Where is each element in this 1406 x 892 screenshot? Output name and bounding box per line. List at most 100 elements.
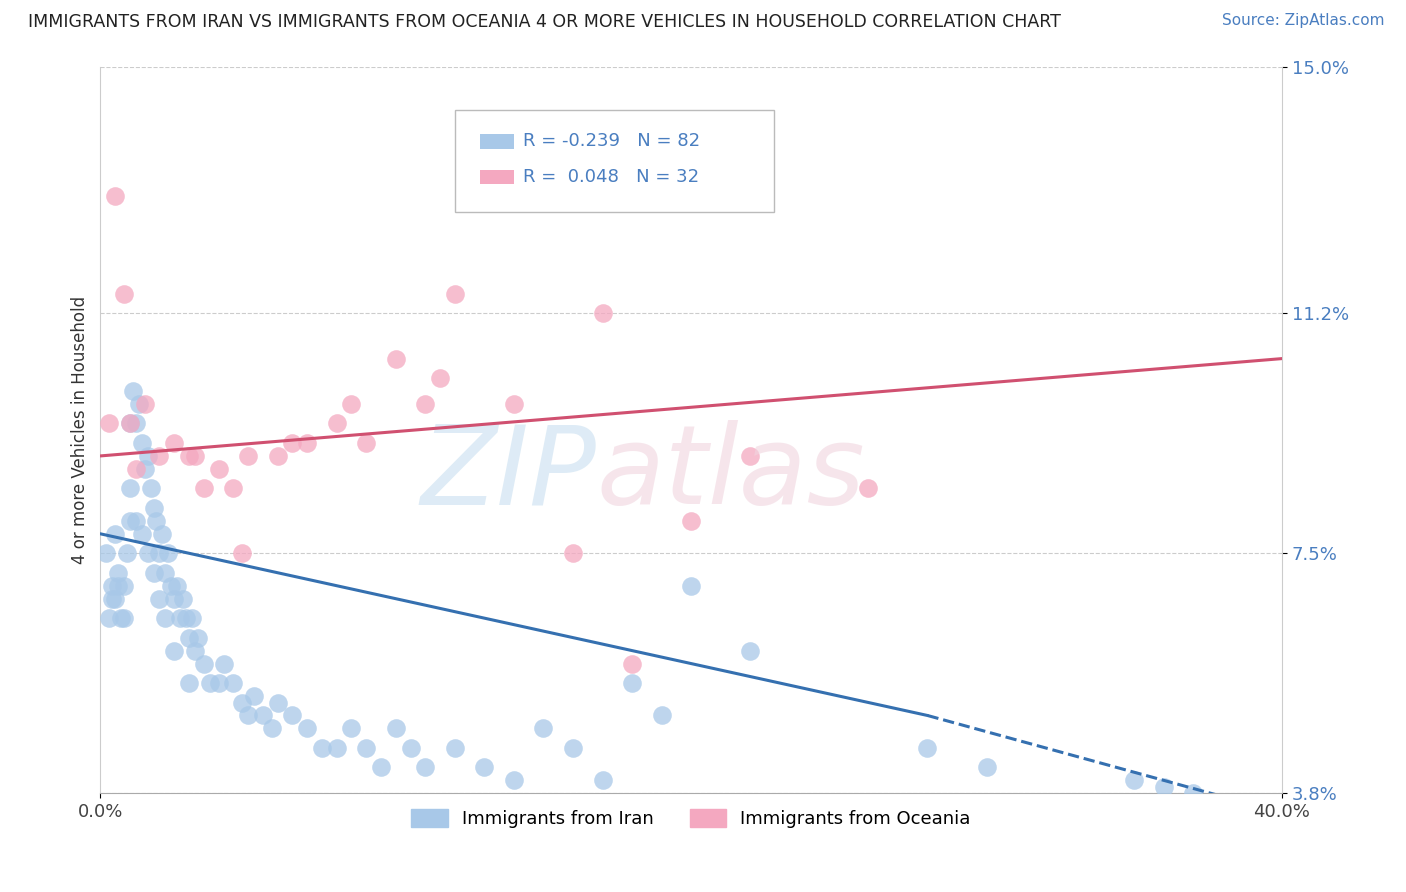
Point — [231, 546, 253, 560]
Point — [125, 514, 148, 528]
Point — [340, 397, 363, 411]
Point — [160, 579, 183, 593]
Point — [429, 371, 451, 385]
Point — [134, 462, 156, 476]
Point — [172, 591, 194, 606]
Point — [443, 286, 465, 301]
Point — [169, 611, 191, 625]
Point — [325, 417, 347, 431]
FancyBboxPatch shape — [454, 111, 773, 212]
Point — [503, 773, 526, 788]
Point — [207, 676, 229, 690]
Point — [976, 760, 998, 774]
Point — [148, 546, 170, 560]
Point — [104, 526, 127, 541]
Point — [118, 482, 141, 496]
Point — [193, 657, 215, 671]
Legend: Immigrants from Iran, Immigrants from Oceania: Immigrants from Iran, Immigrants from Oc… — [405, 801, 979, 835]
Point — [681, 579, 703, 593]
Point — [104, 591, 127, 606]
Point — [148, 449, 170, 463]
Point — [266, 449, 288, 463]
Point — [858, 482, 880, 496]
Point — [399, 740, 422, 755]
Point — [1182, 786, 1205, 800]
FancyBboxPatch shape — [479, 169, 515, 185]
Point — [193, 482, 215, 496]
Point — [107, 566, 129, 580]
Point — [112, 579, 135, 593]
Point — [101, 579, 124, 593]
Text: atlas: atlas — [596, 420, 865, 527]
Text: Source: ZipAtlas.com: Source: ZipAtlas.com — [1222, 13, 1385, 29]
Point — [107, 579, 129, 593]
Point — [118, 417, 141, 431]
Point — [222, 676, 245, 690]
Point — [142, 500, 165, 515]
Point — [562, 546, 585, 560]
Point — [917, 740, 939, 755]
Point — [166, 579, 188, 593]
Point — [184, 643, 207, 657]
Point — [384, 351, 406, 366]
Point — [222, 482, 245, 496]
Point — [681, 514, 703, 528]
Point — [177, 676, 200, 690]
Point — [1153, 780, 1175, 794]
Point — [184, 449, 207, 463]
Point — [281, 436, 304, 450]
Point — [231, 696, 253, 710]
Point — [177, 449, 200, 463]
Point — [236, 449, 259, 463]
Point — [136, 449, 159, 463]
Point — [98, 611, 121, 625]
Point — [260, 722, 283, 736]
Point — [592, 306, 614, 320]
Point — [354, 740, 377, 755]
Point — [325, 740, 347, 755]
Point — [118, 417, 141, 431]
Point — [148, 591, 170, 606]
Point — [112, 286, 135, 301]
Point — [163, 643, 186, 657]
Point — [503, 397, 526, 411]
Point — [177, 631, 200, 645]
Point — [101, 591, 124, 606]
Point — [131, 436, 153, 450]
Point — [533, 722, 555, 736]
Point — [562, 740, 585, 755]
Point — [136, 546, 159, 560]
Text: R = -0.239   N = 82: R = -0.239 N = 82 — [523, 132, 700, 151]
FancyBboxPatch shape — [479, 134, 515, 149]
Point — [281, 708, 304, 723]
Point — [174, 611, 197, 625]
Point — [740, 449, 762, 463]
Point — [236, 708, 259, 723]
Point — [155, 611, 177, 625]
Point — [340, 722, 363, 736]
Text: R =  0.048   N = 32: R = 0.048 N = 32 — [523, 168, 700, 186]
Point — [311, 740, 333, 755]
Point — [621, 657, 644, 671]
Point — [740, 643, 762, 657]
Point — [198, 676, 221, 690]
Point — [142, 566, 165, 580]
Point — [651, 708, 673, 723]
Point — [384, 722, 406, 736]
Point — [243, 689, 266, 703]
Point — [354, 436, 377, 450]
Point — [131, 526, 153, 541]
Point — [214, 657, 236, 671]
Point — [163, 591, 186, 606]
Point — [134, 397, 156, 411]
Point — [266, 696, 288, 710]
Point — [112, 611, 135, 625]
Point — [155, 566, 177, 580]
Point — [115, 546, 138, 560]
Y-axis label: 4 or more Vehicles in Household: 4 or more Vehicles in Household — [72, 296, 89, 564]
Point — [370, 760, 392, 774]
Point — [118, 514, 141, 528]
Point — [125, 462, 148, 476]
Point — [128, 397, 150, 411]
Point — [139, 482, 162, 496]
